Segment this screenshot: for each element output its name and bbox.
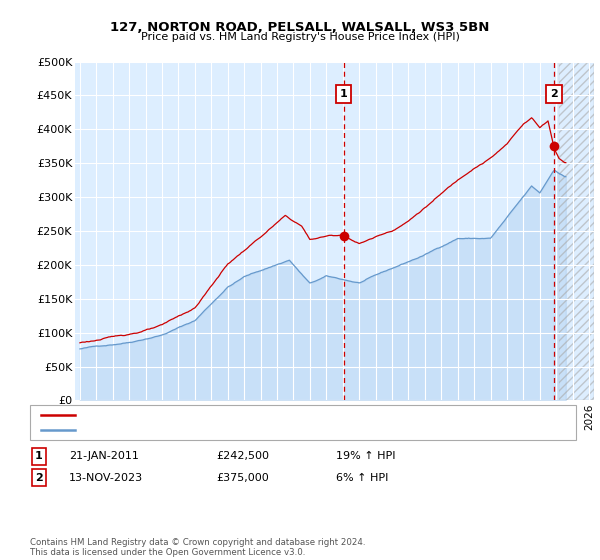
Text: 13-NOV-2023: 13-NOV-2023 [69,473,143,483]
Text: 6% ↑ HPI: 6% ↑ HPI [336,473,388,483]
Text: 127, NORTON ROAD, PELSALL, WALSALL, WS3 5BN: 127, NORTON ROAD, PELSALL, WALSALL, WS3 … [110,21,490,34]
Text: 127, NORTON ROAD, PELSALL, WALSALL, WS3 5BN (detached house): 127, NORTON ROAD, PELSALL, WALSALL, WS3 … [81,409,441,419]
Text: 21-JAN-2011: 21-JAN-2011 [69,451,139,461]
Text: £375,000: £375,000 [216,473,269,483]
Text: 2: 2 [550,89,558,99]
Text: 19% ↑ HPI: 19% ↑ HPI [336,451,395,461]
Text: 2: 2 [35,473,43,483]
Text: 1: 1 [340,89,347,99]
Text: Contains HM Land Registry data © Crown copyright and database right 2024.
This d: Contains HM Land Registry data © Crown c… [30,538,365,557]
Text: HPI: Average price, detached house, Walsall: HPI: Average price, detached house, Wals… [81,425,311,435]
Text: 1: 1 [35,451,43,461]
Text: Price paid vs. HM Land Registry's House Price Index (HPI): Price paid vs. HM Land Registry's House … [140,32,460,43]
Text: £242,500: £242,500 [216,451,269,461]
